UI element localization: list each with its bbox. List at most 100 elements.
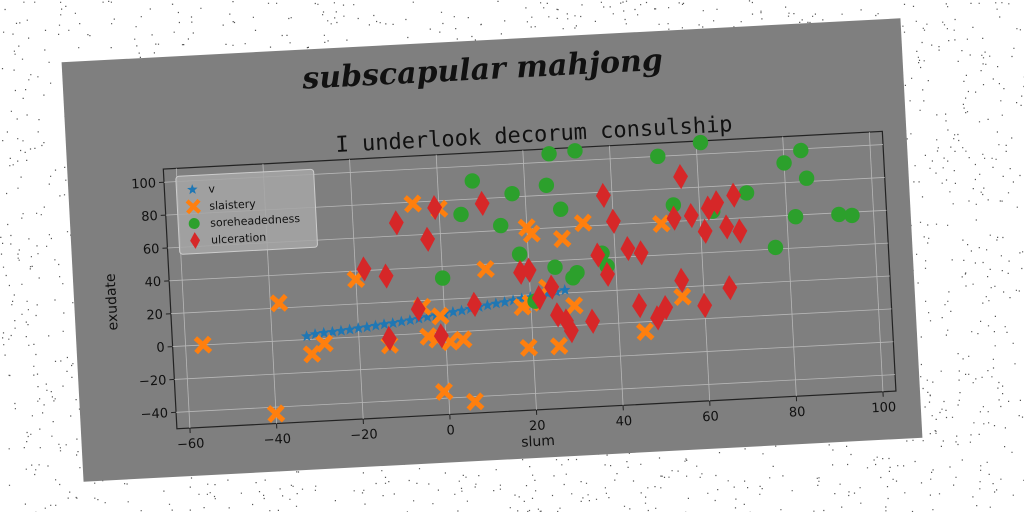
data-point: [300, 330, 313, 342]
data-point: [498, 296, 511, 308]
data-point: [767, 239, 784, 256]
data-point: [697, 292, 713, 319]
data-point: [665, 197, 682, 213]
data-point: [467, 291, 482, 317]
data-point: [541, 146, 557, 162]
data-point: [547, 259, 563, 275]
data-point: [395, 315, 408, 327]
legend-marker: [188, 218, 200, 230]
data-point: [636, 322, 655, 341]
y-tick-label: −20: [139, 373, 167, 389]
data-point: [666, 205, 682, 231]
data-point: [726, 182, 742, 208]
data-point: [844, 207, 860, 224]
data-point: [431, 306, 450, 326]
y-tick-label: 40: [144, 275, 161, 291]
data-point: [605, 208, 621, 234]
data-point: [381, 325, 397, 352]
data-point: [700, 195, 716, 221]
data-point: [732, 218, 748, 244]
grid-line-x: [782, 136, 797, 397]
data-point: [403, 194, 422, 214]
grid-line-x: [349, 159, 364, 419]
x-tick-label: 60: [702, 409, 719, 425]
data-point: [552, 201, 569, 217]
data-point: [513, 259, 528, 285]
data-point: [559, 284, 571, 296]
data-point: [522, 224, 541, 244]
x-axis-label: slum: [521, 433, 555, 451]
data-point: [692, 134, 709, 151]
data-point: [650, 148, 666, 165]
x-tick-label: 0: [446, 423, 455, 438]
data-point: [326, 325, 339, 337]
data-point: [658, 294, 674, 321]
y-tick-label: 0: [156, 340, 165, 355]
data-point: [563, 318, 579, 344]
legend-box: [175, 168, 318, 255]
data-point: [673, 287, 692, 307]
chart-figure: subscapular mahjong I underlook decorum …: [61, 18, 923, 482]
x-tick-label: 100: [871, 400, 897, 416]
data-point: [493, 217, 509, 234]
data-point: [620, 235, 636, 262]
x-tick-label: 40: [615, 414, 632, 430]
y-tick-label: −40: [140, 406, 168, 422]
data-point: [421, 311, 433, 323]
data-point: [361, 321, 373, 333]
data-point: [369, 319, 382, 331]
legend-label: soreheadedness: [210, 212, 301, 230]
data-point: [722, 275, 738, 301]
data-point: [538, 177, 555, 193]
y-axis: −40 −20 0 20 40 60 80 100: [131, 176, 177, 423]
data-point: [434, 270, 451, 286]
x-tick-label: 80: [789, 405, 806, 421]
data-point: [719, 214, 735, 240]
x-tick-label: 20: [529, 418, 546, 434]
grid-line-y: [176, 374, 896, 413]
series-soreheadedness: [434, 134, 860, 309]
data-point: [519, 338, 539, 357]
legend-marker: [190, 232, 201, 249]
data-point: [697, 218, 713, 244]
data-point: [633, 240, 649, 266]
x-tick-label: −60: [177, 436, 205, 452]
scatter-chart: I underlook decorum consulship −60 −40 −20…: [103, 112, 897, 452]
chart-title: I underlook decorum consulship: [335, 112, 733, 158]
y-tick-label: 80: [141, 209, 158, 225]
grid-line-x: [868, 132, 884, 392]
data-point: [674, 267, 690, 293]
data-point: [793, 142, 809, 159]
data-point: [352, 322, 365, 334]
data-point: [433, 323, 449, 349]
series-ulceration: [356, 164, 748, 352]
data-point: [569, 264, 585, 281]
data-point: [404, 314, 416, 326]
x-tick-label: −20: [350, 427, 378, 443]
x-tick-label: −40: [263, 432, 291, 448]
legend-marker: [185, 198, 202, 215]
data-point: [453, 206, 469, 223]
data-point: [435, 382, 454, 401]
data-point: [455, 304, 468, 316]
data-point: [504, 185, 520, 202]
data-point: [356, 256, 372, 282]
data-point: [595, 182, 611, 209]
legend-label: v: [208, 182, 216, 195]
data-point: [335, 324, 347, 336]
data-point: [590, 242, 606, 268]
data-point: [474, 190, 490, 217]
data-point: [632, 293, 647, 319]
data-point: [585, 308, 601, 334]
y-tick-label: 100: [131, 176, 157, 192]
y-tick-label: 20: [146, 308, 163, 324]
data-point: [738, 185, 755, 201]
data-point: [600, 261, 615, 287]
data-point: [193, 335, 213, 355]
data-point: [343, 323, 356, 335]
data-point: [269, 293, 289, 313]
data-point: [683, 202, 699, 229]
data-point: [521, 257, 537, 283]
data-point: [798, 170, 815, 186]
data-point: [709, 190, 725, 216]
